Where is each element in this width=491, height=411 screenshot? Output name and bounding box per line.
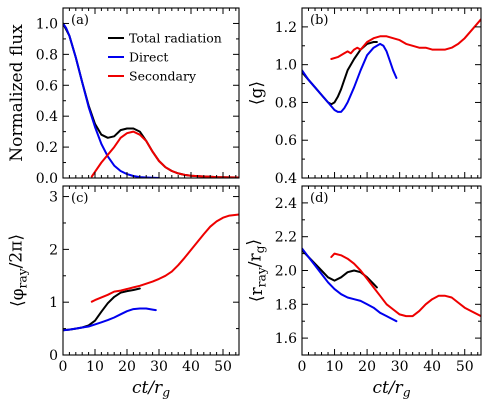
legend-label: Secondary [129,69,197,84]
y-axis-label-d: ⟨rray/rg⟩ [244,239,269,302]
y-axis-label-a: Normalized flux [7,24,27,162]
y-tick-label-a: 0.0 [36,171,58,187]
panel-d: 0 10 20 30 40 50 1.6 1.8 2.0 2.2 2.4 (d) ⟨rray/rg⟩ ct… [244,185,482,400]
series-line-b-secondary [330,18,481,60]
y-tick-label-b: 0.4 [275,171,297,187]
legend: Total radiation Direct Secondary [108,31,222,84]
panel-label-c: (c) [71,191,88,206]
panel-c: 0 10 20 30 40 50 0 1 2 3 (c) ⟨φray/2π⟩ ct/rg [7,185,240,400]
axes-frame-c [62,185,240,356]
y-tick-label-a: 0.2 [36,140,58,156]
y-tick-label-d: 1.6 [275,331,297,347]
series-line-a-total-radiation [63,22,239,178]
y-tick-label-a: 0.6 [36,78,58,94]
y-tick-label-a: 0.8 [36,47,58,63]
y-tick-label-c: 1 [49,295,58,311]
x-axis-label-c: ct/rg [132,378,170,400]
y-tick-label-c: 0 [49,348,58,364]
y-tick-label-c: 2 [49,242,58,258]
x-axis-label-d: ct/rg [372,378,410,400]
y-tick-label-d: 1.8 [275,297,297,313]
y-tick-label-b: 1.0 [275,58,297,74]
x-tick-label-c: 10 [86,359,104,375]
legend-label: Total radiation [129,31,222,46]
y-axis-label-c: ⟨φray/2π⟩ [7,234,30,307]
axes-frame-b [301,7,482,179]
panel-label-a: (a) [71,13,89,28]
series-line-b-total-radiation [302,41,378,106]
x-tick-label-d: 10 [326,359,344,375]
x-tick-label-c: 30 [150,359,168,375]
y-axis-label-b: ⟨g⟩ [247,81,267,105]
series-line-c-total-radiation [63,287,141,332]
legend-label: Direct [129,50,168,65]
series-line-c-direct [63,307,157,332]
series-line-c-secondary [90,213,239,303]
x-tick-label-d: 30 [391,359,409,375]
y-tick-label-b: 1.2 [275,20,297,36]
series-line-a-direct [63,22,160,178]
x-tick-label-d: 0 [298,359,307,375]
x-tick-label-c: 40 [182,359,200,375]
panel-a: 0.0 0.2 0.4 0.6 0.8 1.0 (a) Normalized flux Tota… [7,7,240,187]
axes-frame-d [301,185,482,356]
y-tick-label-a: 1.0 [36,16,58,32]
x-tick-label-d: 50 [456,359,474,375]
series-line-d-direct [302,247,398,323]
y-tick-label-a: 0.4 [36,109,58,125]
panel-label-b: (b) [310,13,328,28]
series-line-b-direct [302,42,398,113]
axes-frame-a [62,7,240,179]
series-line-d-secondary [330,252,481,318]
x-tick-label-c: 0 [59,359,68,375]
y-tick-label-b: 0.8 [275,95,297,111]
y-tick-label-c: 3 [49,190,58,206]
y-tick-label-d: 2.2 [275,230,297,246]
panel-b: 0.4 0.6 0.8 1.0 1.2 (b) ⟨g⟩ [247,7,482,187]
x-tick-label-c: 50 [214,359,232,375]
x-tick-label-c: 20 [118,359,136,375]
y-tick-label-d: 2.0 [275,264,297,280]
x-tick-label-d: 20 [358,359,376,375]
series-line-a-secondary [90,130,239,178]
x-tick-label-d: 40 [423,359,441,375]
y-tick-label-d: 2.4 [275,196,297,212]
panel-label-d: (d) [310,191,328,206]
y-tick-label-b: 0.6 [275,133,297,149]
